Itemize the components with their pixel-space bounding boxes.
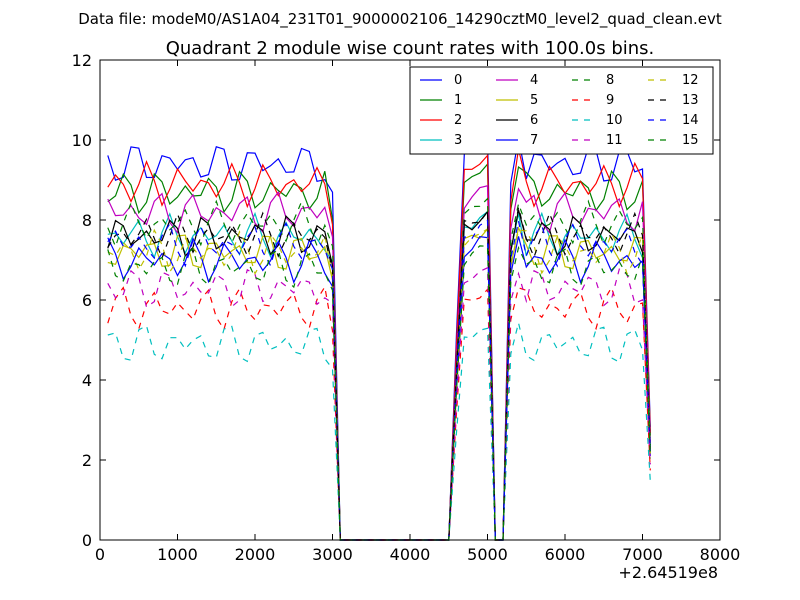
chart-title: Quadrant 2 module wise count rates with … [166, 38, 655, 59]
legend-label-10: 10 [606, 113, 623, 128]
y-tick-label: 10 [72, 131, 92, 150]
x-offset-label: +2.64519e8 [618, 563, 718, 582]
legend-label-3: 3 [454, 133, 462, 148]
y-tick-label: 6 [82, 291, 92, 310]
x-tick-label: 3000 [312, 545, 353, 564]
legend-label-4: 4 [530, 73, 538, 88]
legend-label-0: 0 [454, 73, 462, 88]
y-tick-label: 0 [82, 531, 92, 550]
x-tick-label: 4000 [390, 545, 431, 564]
x-tick-label: 1000 [157, 545, 198, 564]
series-line-13 [107, 207, 651, 541]
x-tick-label: 5000 [467, 545, 508, 564]
legend-label-8: 8 [606, 73, 614, 88]
legend-label-15: 15 [682, 133, 699, 148]
legend-label-1: 1 [454, 93, 462, 108]
y-tick-label: 8 [82, 211, 92, 230]
x-tick-label: 8000 [700, 545, 741, 564]
x-tick-label: 6000 [545, 545, 586, 564]
suptitle: Data file: modeM0/AS1A04_231T01_90000021… [78, 10, 722, 29]
y-tick-label: 4 [82, 371, 92, 390]
legend-label-14: 14 [682, 113, 699, 128]
legend-label-13: 13 [682, 93, 699, 108]
legend-label-2: 2 [454, 113, 462, 128]
legend-label-11: 11 [606, 133, 623, 148]
series-line-11 [107, 266, 651, 541]
x-tick-label: 2000 [235, 545, 276, 564]
x-tick-label: 0 [95, 545, 105, 564]
y-tick-label: 2 [82, 451, 92, 470]
legend-label-7: 7 [530, 133, 538, 148]
legend-label-12: 12 [682, 73, 699, 88]
x-tick-label: 7000 [622, 545, 663, 564]
y-tick-label: 12 [72, 51, 92, 70]
legend-label-9: 9 [606, 93, 614, 108]
legend-label-6: 6 [530, 113, 538, 128]
legend-label-5: 5 [530, 93, 538, 108]
axis-ticks: 0 1000 2000 3000 4000 5000 6000 7000 80000246810… [72, 51, 741, 564]
